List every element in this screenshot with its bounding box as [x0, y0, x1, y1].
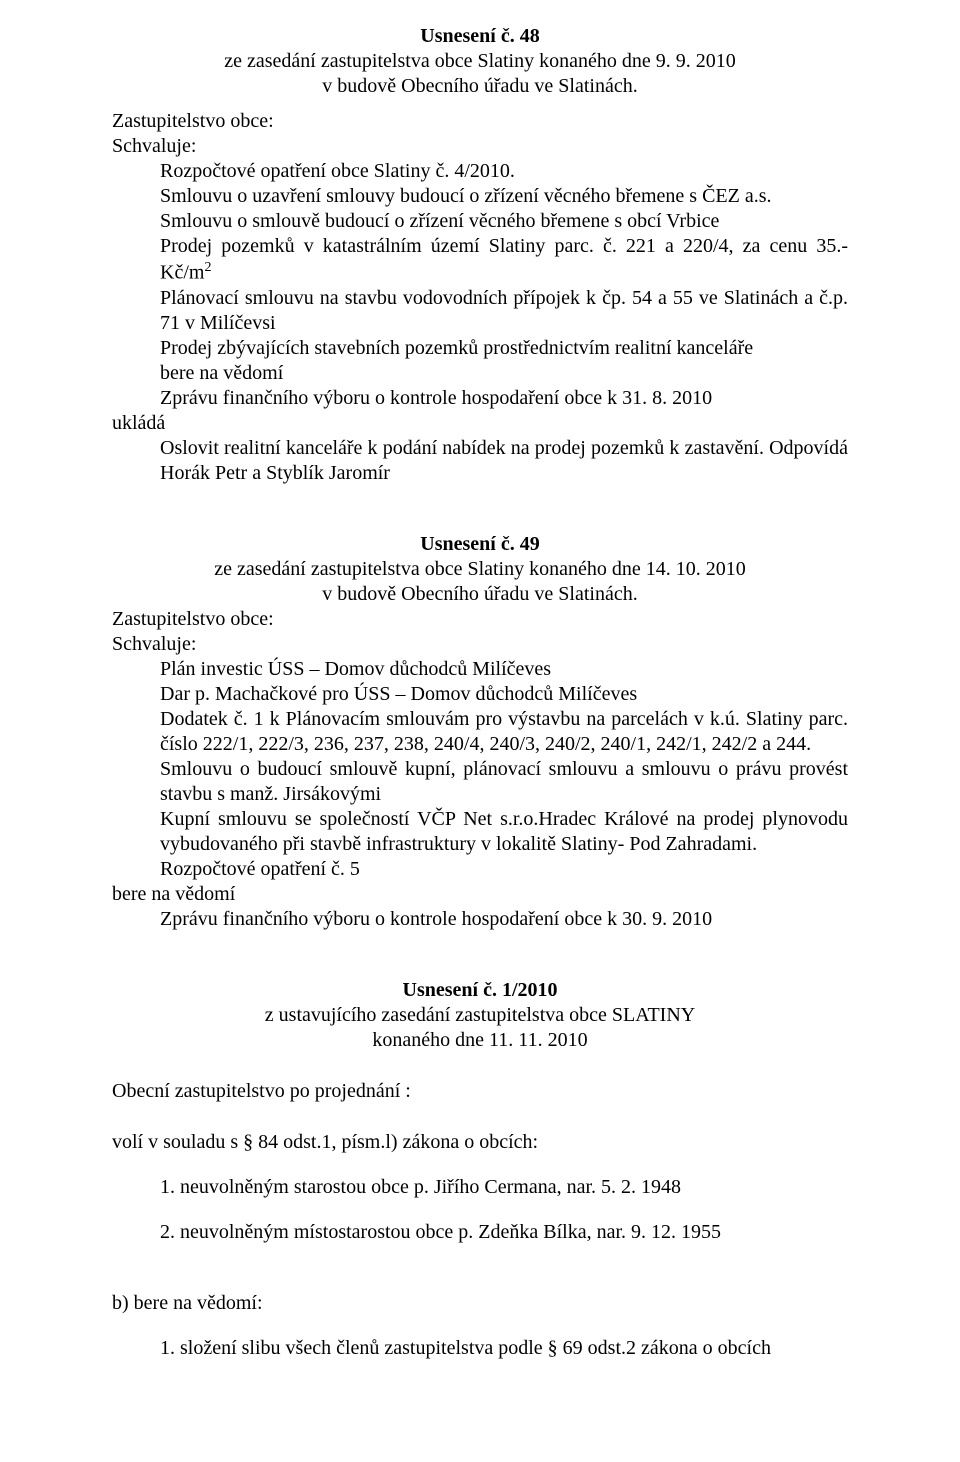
res48-uklada: ukládá — [112, 411, 848, 436]
res49-p1: Plán investic ÚSS – Domov důchodců Milíč… — [160, 657, 848, 682]
res48-p1b: Smlouvu o uzavření smlouvy budoucí o zří… — [160, 184, 848, 209]
res48-p1h: Oslovit realitní kanceláře k podání nabí… — [160, 436, 848, 486]
res49-bere: bere na vědomí — [112, 882, 848, 907]
res48-p1e: Plánovací smlouvu na stavbu vodovodních … — [160, 286, 848, 336]
res49-p3: Dodatek č. 1 k Plánovacím smlouvám pro v… — [160, 707, 848, 757]
res49-sub1: ze zasedání zastupitelstva obce Slatiny … — [112, 557, 848, 582]
res48-sub2: v budově Obecního úřadu ve Slatinách. — [112, 74, 848, 99]
res48-schvaluje: Schvaluje: — [112, 134, 848, 159]
res49-p6: Rozpočtové opatření č. 5 — [160, 857, 848, 882]
res1-sub1: z ustavujícího zasedání zastupitelstva o… — [112, 1003, 848, 1028]
res49-sub2: v budově Obecního úřadu ve Slatinách. — [112, 582, 848, 607]
res49-title: Usnesení č. 49 — [112, 532, 848, 557]
res1-title: Usnesení č. 1/2010 — [112, 978, 848, 1003]
res48-zast: Zastupitelstvo obce: — [112, 109, 848, 134]
res1-v1: 1. neuvolněným starostou obce p. Jiřího … — [160, 1175, 848, 1200]
res48-p1a: Rozpočtové opatření obce Slatiny č. 4/20… — [160, 159, 848, 184]
res48-bere: bere na vědomí — [160, 361, 848, 386]
res1-voli: volí v souladu s § 84 odst.1, písm.l) zá… — [112, 1130, 848, 1155]
res48-p1g: Zprávu finančního výboru o kontrole hosp… — [160, 386, 848, 411]
res1-opz: Obecní zastupitelstvo po projednání : — [112, 1079, 848, 1104]
res1-bere: b) bere na vědomí: — [112, 1291, 848, 1316]
res49-p5: Kupní smlouvu se společností VČP Net s.r… — [160, 807, 848, 857]
res48-sub1: ze zasedání zastupitelstva obce Slatiny … — [112, 49, 848, 74]
res1-v2: 2. neuvolněným místostarostou obce p. Zd… — [160, 1220, 848, 1245]
res48-p1d-sup: 2 — [204, 260, 211, 275]
document-page: Usnesení č. 48 ze zasedání zastupitelstv… — [0, 0, 960, 1462]
res49-p4: Smlouvu o budoucí smlouvě kupní, plánova… — [160, 757, 848, 807]
res48-p1c: Smlouvu o smlouvě budoucí o zřízení věcn… — [160, 209, 848, 234]
res48-p1f: Prodej zbývajících stavebních pozemků pr… — [160, 336, 848, 361]
res49-zast: Zastupitelstvo obce: — [112, 607, 848, 632]
res49-schvaluje: Schvaluje: — [112, 632, 848, 657]
res49-p7: Zprávu finančního výboru o kontrole hosp… — [160, 907, 848, 932]
res48-title: Usnesení č. 48 — [112, 24, 848, 49]
res48-p1d-pre: Prodej pozemků v katastrálním území Slat… — [160, 235, 848, 284]
res1-b1: 1. složení slibu všech členů zastupitels… — [160, 1336, 848, 1361]
res1-sub2: konaného dne 11. 11. 2010 — [112, 1028, 848, 1053]
res48-p1d: Prodej pozemků v katastrálním území Slat… — [160, 234, 848, 286]
res49-p2: Dar p. Machačkové pro ÚSS – Domov důchod… — [160, 682, 848, 707]
